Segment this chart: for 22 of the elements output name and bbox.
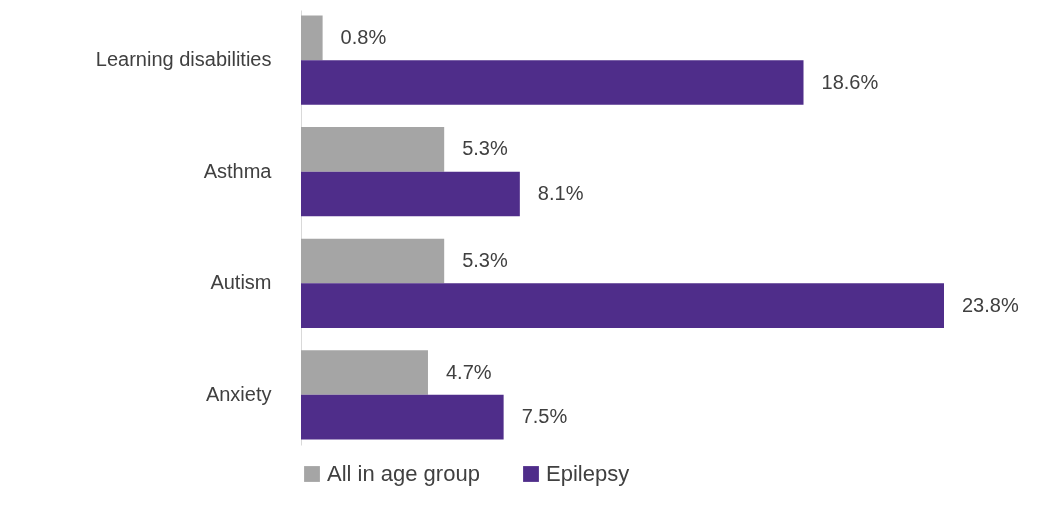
data-label: 8.1% bbox=[537, 182, 584, 205]
bar bbox=[301, 394, 504, 440]
data-label: 7.5% bbox=[521, 405, 568, 428]
data-label: 23.8% bbox=[962, 293, 1019, 316]
data-label: 5.3% bbox=[462, 248, 508, 271]
bar bbox=[301, 60, 804, 105]
bar bbox=[301, 171, 520, 217]
legend-label: Epilepsy bbox=[546, 461, 630, 486]
legend-label: All in age group bbox=[327, 461, 480, 486]
bar bbox=[301, 15, 323, 61]
data-label: 5.3% bbox=[462, 137, 508, 160]
y-tick-label: Anxiety bbox=[205, 382, 272, 405]
y-tick-label: Autism bbox=[210, 271, 272, 294]
bar bbox=[301, 127, 445, 172]
bar bbox=[301, 283, 944, 328]
y-tick-label: Learning disabilities bbox=[95, 48, 272, 71]
y-tick-label: Asthma bbox=[203, 159, 273, 182]
bar bbox=[301, 350, 428, 395]
bar bbox=[301, 238, 445, 284]
data-label: 4.7% bbox=[445, 360, 492, 383]
data-label: 0.8% bbox=[340, 25, 387, 48]
data-label: 18.6% bbox=[821, 70, 879, 93]
